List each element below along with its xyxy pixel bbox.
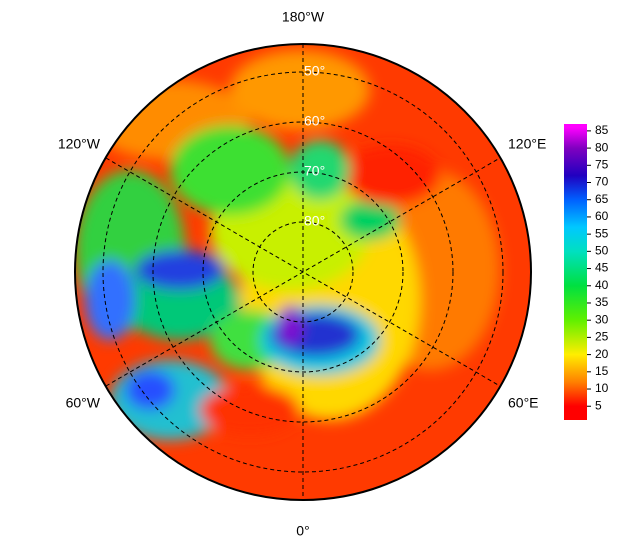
graticule xyxy=(102,44,504,500)
labels: 180°W 120°E 60°E 0° 60°W 120°W 50° 60° 70° 80° xyxy=(58,9,546,539)
colorbar-scale xyxy=(564,124,587,420)
colorbar-tick-label: 10 xyxy=(595,381,609,395)
parallel-label: 80° xyxy=(304,213,325,229)
colorbar: 5 10 15 20 25 30 35 40 45 50 55 60 65 70 75 80 85 xyxy=(564,123,609,420)
meridian-label: 120°W xyxy=(58,136,101,152)
meridian-label: 0° xyxy=(296,523,309,539)
colorbar-tick-label: 40 xyxy=(595,278,609,292)
colorbar-tick-label: 80 xyxy=(595,140,609,154)
colorbar-tick-label: 75 xyxy=(595,157,609,171)
parallel-label: 50° xyxy=(304,63,325,79)
colorbar-tick-label: 85 xyxy=(595,123,609,137)
colorbar-tick-label: 35 xyxy=(595,295,609,309)
parallel-label: 70° xyxy=(304,163,325,179)
field xyxy=(75,44,531,500)
meridian-label: 60°E xyxy=(508,395,539,411)
colorbar-tick-label: 65 xyxy=(595,192,609,206)
colorbar-tick-label: 55 xyxy=(595,226,609,240)
colorbar-tick-label: 30 xyxy=(595,312,609,326)
meridian-label: 60°W xyxy=(66,395,101,411)
colorbar-tick-label: 60 xyxy=(595,209,609,223)
colorbar-tick-label: 45 xyxy=(595,261,609,275)
field-patches xyxy=(75,50,500,440)
meridian-label: 120°E xyxy=(508,136,546,152)
parallel-label: 60° xyxy=(304,113,325,129)
colorbar-tick-label: 70 xyxy=(595,175,609,189)
colorbar-tick-label: 20 xyxy=(595,347,609,361)
colorbar-tick-label: 5 xyxy=(595,398,602,412)
colorbar-tick-label: 15 xyxy=(595,364,609,378)
meridian-label: 180°W xyxy=(282,9,325,25)
colorbar-tick-label: 25 xyxy=(595,330,609,344)
colorbar-tick-label: 50 xyxy=(595,244,609,258)
